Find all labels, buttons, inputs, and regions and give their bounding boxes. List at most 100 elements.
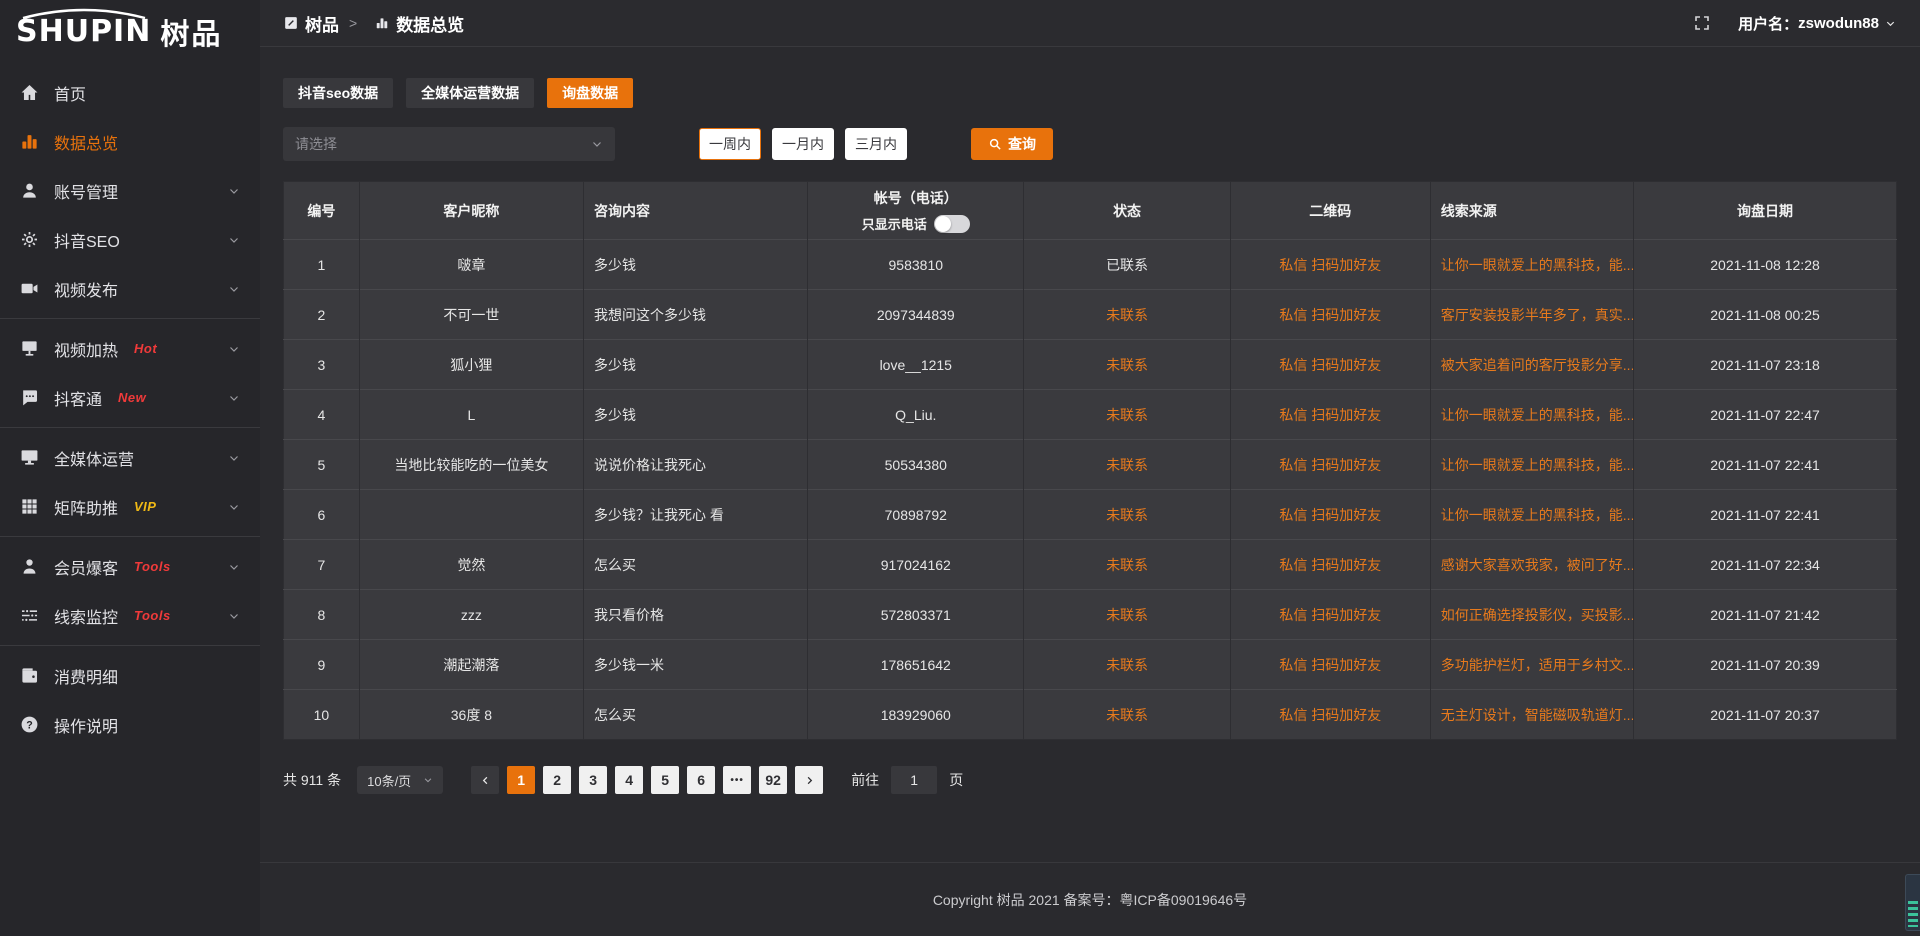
sidebar-item-media-operation[interactable]: 全媒体运营 (0, 433, 260, 482)
cell-date: 2021-11-07 22:47 (1633, 389, 1897, 440)
page-button[interactable]: 4 (615, 766, 644, 794)
cell-content: 多少钱一米 (583, 639, 809, 690)
tab-inquiry-data[interactable]: 询盘数据 (547, 78, 634, 108)
breadcrumb-root[interactable]: 树品 (305, 15, 339, 35)
column-header-label: 帐号（电话） (873, 190, 958, 206)
table-row: 8 zzz 我只看价格 572803371 未联系 私信 扫码加好友 如何正确选择投影仪，买… (283, 589, 1897, 640)
sidebar-item-expense-detail[interactable]: 消费明细 (0, 651, 260, 700)
cell-content: 多少钱 (583, 239, 809, 290)
time-range-button[interactable]: 一周内 (699, 128, 761, 160)
breadcrumb-current[interactable]: 数据总览 (396, 15, 465, 35)
floating-widget[interactable] (1905, 874, 1920, 931)
sidebar-item-badge: New (118, 390, 147, 405)
page-ellipsis[interactable]: ••• (723, 766, 752, 794)
goto-page-input[interactable] (891, 766, 938, 794)
tab-douyin-seo-data[interactable]: 抖音seo数据 (283, 78, 394, 108)
page-button[interactable]: 6 (687, 766, 716, 794)
cell-qrcode-link[interactable]: 私信 扫码加好友 (1230, 339, 1431, 390)
cell-qrcode-link[interactable]: 私信 扫码加好友 (1230, 389, 1431, 440)
cell-source-link[interactable]: 被大家追着问的客厅投影分享... (1430, 339, 1635, 390)
chevron-down-icon (228, 452, 240, 464)
cell-qrcode-link[interactable]: 私信 扫码加好友 (1230, 639, 1431, 690)
gear-icon (20, 230, 39, 249)
chat-icon (20, 388, 39, 407)
sidebar-item-member-baoke[interactable]: 会员爆客 Tools (0, 542, 260, 591)
page-nav: 1 2 3 4 5 6 ••• 92 (471, 766, 824, 794)
page-button[interactable]: 5 (651, 766, 680, 794)
cell-qrcode-link[interactable]: 私信 扫码加好友 (1230, 239, 1431, 290)
next-page-button[interactable] (795, 766, 824, 794)
sidebar-item-account-manage[interactable]: 账号管理 (0, 166, 260, 215)
cell-qrcode-link[interactable]: 私信 扫码加好友 (1230, 689, 1431, 740)
phone-only-toggle[interactable] (933, 214, 970, 233)
cell-account: 70898792 (807, 489, 1025, 540)
cell-account: Q_Liu. (807, 389, 1025, 440)
fullscreen-icon[interactable] (1694, 15, 1710, 31)
sidebar-item-help[interactable]: ? 操作说明 (0, 700, 260, 749)
home-icon (20, 83, 39, 102)
cell-account: love__1215 (807, 339, 1025, 390)
cell-status: 已联系 (1023, 239, 1231, 290)
sidebar-item-label: 首页 (54, 86, 87, 104)
cell-status: 未联系 (1023, 439, 1231, 490)
cell-nickname: zzz (359, 589, 585, 640)
page-button[interactable]: 3 (579, 766, 608, 794)
table-row: 7 觉然 怎么买 917024162 未联系 私信 扫码加好友 感谢大家喜欢我家，被问了好.… (283, 539, 1897, 590)
table-header-row: 编号 客户昵称 咨询内容 帐号（电话） 只显示电话 状态 二维码 线索来源 询盘日期 (283, 181, 1897, 240)
cell-qrcode-link[interactable]: 私信 扫码加好友 (1230, 489, 1431, 540)
cell-source-link[interactable]: 无主灯设计，智能磁吸轨道灯... (1430, 689, 1635, 740)
cell-source-link[interactable]: 让你一眼就爱上的黑科技，能... (1430, 239, 1635, 290)
page-size-select[interactable]: 10条/页 (357, 766, 444, 794)
cell-date: 2021-11-07 22:34 (1633, 539, 1897, 590)
cell-source-link[interactable]: 让你一眼就爱上的黑科技，能... (1430, 439, 1635, 490)
sidebar-item-badge: Tools (134, 608, 171, 623)
sidebar-item-douyin-seo[interactable]: 抖音SEO (0, 215, 260, 264)
cell-status: 未联系 (1023, 539, 1231, 590)
time-range-button[interactable]: 一月内 (772, 128, 834, 160)
goto-suffix: 页 (949, 772, 964, 788)
page-button[interactable]: 2 (543, 766, 572, 794)
cell-qrcode-link[interactable]: 私信 扫码加好友 (1230, 289, 1431, 340)
cell-no: 7 (283, 539, 360, 590)
time-range-group: 一周内 一月内 三月内 (699, 128, 907, 160)
cell-source-link[interactable]: 如何正确选择投影仪，买投影... (1430, 589, 1635, 640)
bar-chart-icon (20, 132, 39, 151)
page-button[interactable]: 92 (759, 766, 788, 794)
chevron-down-icon (228, 343, 240, 355)
cell-qrcode-link[interactable]: 私信 扫码加好友 (1230, 589, 1431, 640)
sidebar-item-home[interactable]: 首页 (0, 68, 260, 117)
cell-date: 2021-11-07 22:41 (1633, 489, 1897, 540)
time-range-button[interactable]: 三月内 (845, 128, 907, 160)
table-row: 2 不可一世 我想问这个多少钱 2097344839 未联系 私信 扫码加好友 客厅安装投影… (283, 289, 1897, 340)
cell-source-link[interactable]: 多功能护栏灯，适用于乡村文... (1430, 639, 1635, 690)
table-row: 1 啵章 多少钱 9583810 已联系 私信 扫码加好友 让你一眼就爱上的黑科技，能...… (283, 239, 1897, 290)
cell-qrcode-link[interactable]: 私信 扫码加好友 (1230, 539, 1431, 590)
sidebar-item-video-heat[interactable]: 视频加热 Hot (0, 324, 260, 373)
phone-toggle-row: 只显示电话 (818, 214, 1013, 233)
sidebar-item-label: 消费明细 (54, 669, 119, 687)
data-tabs: 抖音seo数据 全媒体运营数据 询盘数据 (283, 78, 1897, 108)
filter-select-placeholder: 请选择 (295, 136, 337, 152)
sidebar-item-label: 抖音SEO (54, 233, 120, 251)
cell-source-link[interactable]: 客厅安装投影半年多了，真实... (1430, 289, 1635, 340)
total-count: 共 911 条 (283, 772, 342, 788)
filter-select[interactable]: 请选择 (283, 127, 615, 161)
tab-media-operation-data[interactable]: 全媒体运营数据 (406, 78, 535, 108)
sidebar-item-data-overview[interactable]: 数据总览 (0, 117, 260, 166)
page-button[interactable]: 1 (507, 766, 536, 794)
user-menu[interactable]: 用户名： zswodun88 (1738, 13, 1896, 34)
cell-source-link[interactable]: 让你一眼就爱上的黑科技，能... (1430, 389, 1635, 440)
column-header: 帐号（电话） 只显示电话 (807, 181, 1025, 240)
sidebar-item-video-publish[interactable]: 视频发布 (0, 264, 260, 313)
chevron-down-icon (228, 185, 240, 197)
cell-source-link[interactable]: 让你一眼就爱上的黑科技，能... (1430, 489, 1635, 540)
query-button[interactable]: 查询 (971, 128, 1053, 160)
sidebar-item-matrix-boost[interactable]: 矩阵助推 VIP (0, 482, 260, 531)
sidebar-item-label: 视频发布 (54, 282, 119, 300)
monitor-icon (20, 448, 39, 467)
cell-qrcode-link[interactable]: 私信 扫码加好友 (1230, 439, 1431, 490)
sidebar-item-leads-monitor[interactable]: 线索监控 Tools (0, 591, 260, 640)
cell-source-link[interactable]: 感谢大家喜欢我家，被问了好... (1430, 539, 1635, 590)
prev-page-button[interactable] (471, 766, 500, 794)
sidebar-item-doukhetong[interactable]: 抖客通 New (0, 373, 260, 422)
